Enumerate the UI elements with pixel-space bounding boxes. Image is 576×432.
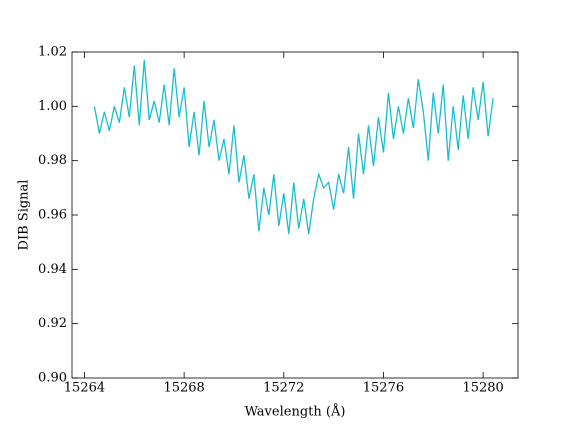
x-tick-label: 15276 <box>363 381 404 396</box>
y-tick-label: 0.98 <box>38 153 67 168</box>
x-tick-label: 15280 <box>462 381 503 396</box>
y-tick-label: 1.00 <box>38 99 67 114</box>
x-tick-label: 15264 <box>64 381 105 396</box>
y-tick-label: 0.90 <box>38 371 67 386</box>
y-axis-label: DIB Signal <box>17 180 32 251</box>
x-axis-label: Wavelength (Å) <box>245 404 346 420</box>
y-tick-label: 0.92 <box>38 316 67 331</box>
plot-frame <box>71 51 519 379</box>
data-line <box>93 60 494 235</box>
x-tick-label: 15272 <box>263 381 304 396</box>
y-tick-label: 1.02 <box>38 45 67 60</box>
y-tick-label: 0.94 <box>38 262 67 277</box>
x-tick-label: 15268 <box>163 381 204 396</box>
y-tick-label: 0.96 <box>38 208 67 223</box>
